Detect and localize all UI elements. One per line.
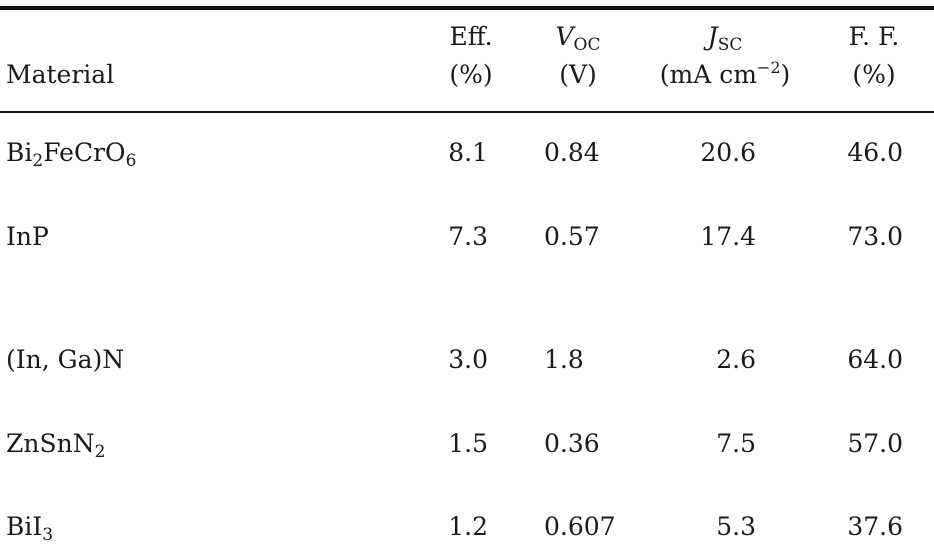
material-text: InP xyxy=(6,222,49,251)
cell-eff: 1.2 xyxy=(448,512,488,541)
cell-ff: 46.0 xyxy=(847,138,903,167)
header-voc-unit: (V) xyxy=(559,60,597,89)
cell-jsc: 2.6 xyxy=(716,345,756,374)
header-material: Material xyxy=(6,60,115,89)
header-eff-unit: (%) xyxy=(449,60,493,89)
cell-voc: 0.607 xyxy=(544,512,616,541)
header-voc-letter: V xyxy=(555,22,574,51)
cell-voc: 0.84 xyxy=(544,138,600,167)
cell-voc: 0.57 xyxy=(544,222,600,251)
header-ff-unit: (%) xyxy=(852,60,896,89)
material-sub: 6 xyxy=(125,151,137,171)
header-jsc: JSC (mA cm−2) xyxy=(650,22,800,90)
cell-material: ZnSnN2 xyxy=(6,429,106,462)
cell-ff: 73.0 xyxy=(847,222,903,251)
table-header-rule xyxy=(0,111,934,113)
cell-voc: 1.8 xyxy=(544,345,584,374)
cell-material: BiI3 xyxy=(6,512,54,545)
header-eff-line1: Eff. xyxy=(449,22,493,51)
material-text: BiI xyxy=(6,512,43,541)
cell-material: (In, Ga)N xyxy=(6,345,124,375)
cell-jsc: 17.4 xyxy=(700,222,756,251)
header-ff: F. F. (%) xyxy=(834,22,914,90)
header-ff-line1: F. F. xyxy=(848,22,900,51)
cell-jsc: 5.3 xyxy=(716,512,756,541)
cell-ff: 57.0 xyxy=(847,429,903,458)
cell-eff: 3.0 xyxy=(448,345,488,374)
header-jsc-unit-post: ) xyxy=(780,60,791,89)
cell-material: Bi2FeCrO6 xyxy=(6,138,137,171)
cell-material: InP xyxy=(6,222,49,252)
header-jsc-unit-pre: (mA cm xyxy=(659,60,757,89)
cell-eff: 7.3 xyxy=(448,222,488,251)
cell-voc: 0.36 xyxy=(544,429,600,458)
cell-jsc: 7.5 xyxy=(716,429,756,458)
cell-eff: 1.5 xyxy=(448,429,488,458)
material-text: (In, Ga)N xyxy=(6,345,125,374)
cell-ff: 64.0 xyxy=(847,345,903,374)
header-jsc-unit-sup: −2 xyxy=(756,58,781,77)
cell-ff: 37.6 xyxy=(847,512,903,541)
header-eff: Eff. (%) xyxy=(436,22,506,90)
cell-eff: 8.1 xyxy=(448,138,488,167)
header-jsc-letter: J xyxy=(707,22,718,51)
material-sub: 3 xyxy=(42,525,54,545)
header-jsc-sub: SC xyxy=(717,35,743,55)
header-voc-sub: OC xyxy=(573,35,601,55)
material-text: Bi xyxy=(6,138,33,167)
header-voc-symbol: VOC xyxy=(540,22,616,55)
header-jsc-symbol: JSC xyxy=(650,22,800,55)
cell-jsc: 20.6 xyxy=(700,138,756,167)
material-sub: 2 xyxy=(94,442,106,462)
material-sub: 2 xyxy=(32,151,44,171)
material-text: ZnSnN xyxy=(6,429,95,458)
header-jsc-unit: (mA cm−2) xyxy=(650,60,800,90)
table-top-rule xyxy=(0,6,934,10)
material-text: FeCrO xyxy=(43,138,126,167)
header-voc: VOC (V) xyxy=(540,22,616,90)
